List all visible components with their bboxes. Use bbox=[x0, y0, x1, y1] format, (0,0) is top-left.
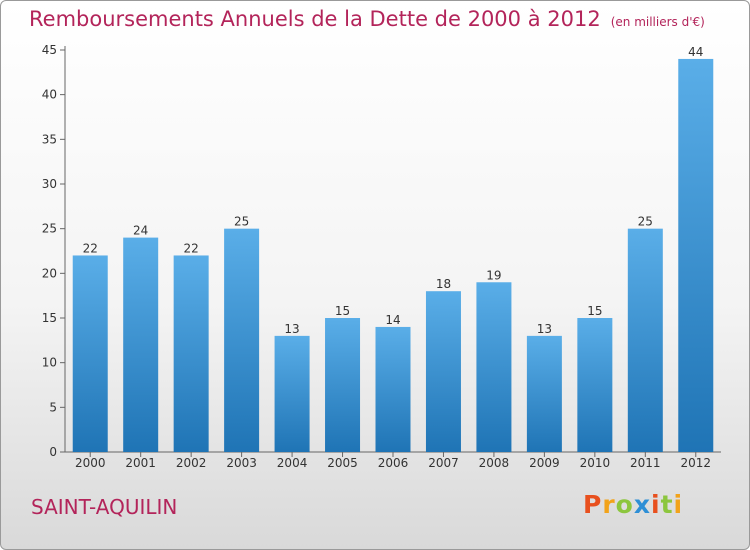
y-tick-label: 30 bbox=[42, 177, 57, 191]
logo-letter: i bbox=[673, 490, 684, 519]
logo-letter: o bbox=[615, 490, 634, 519]
bar-2001[interactable] bbox=[123, 237, 159, 452]
x-tick-label: 2009 bbox=[529, 456, 560, 470]
bar-value-label: 13 bbox=[284, 322, 299, 336]
x-tick-label: 2005 bbox=[327, 456, 358, 470]
logo-letter: P bbox=[583, 490, 603, 519]
y-tick-label: 5 bbox=[49, 400, 57, 414]
bar-2000[interactable] bbox=[72, 255, 108, 452]
bar-2005[interactable] bbox=[325, 318, 361, 452]
bar-value-label: 15 bbox=[587, 304, 602, 318]
bar-2003[interactable] bbox=[224, 228, 260, 452]
y-tick-label: 45 bbox=[42, 43, 57, 57]
proxiti-logo[interactable]: Proxiti bbox=[583, 490, 683, 519]
x-tick-label: 2008 bbox=[479, 456, 510, 470]
bar-value-label: 13 bbox=[537, 322, 552, 336]
x-tick-label: 2012 bbox=[680, 456, 711, 470]
x-tick-label: 2010 bbox=[580, 456, 611, 470]
chart-title: Remboursements Annuels de la Dette de 20… bbox=[29, 7, 705, 31]
x-tick-label: 2004 bbox=[277, 456, 308, 470]
logo-letter: r bbox=[602, 490, 616, 519]
chart-title-text: Remboursements Annuels de la Dette de 20… bbox=[29, 7, 601, 31]
bar-2002[interactable] bbox=[173, 255, 209, 452]
bar-value-label: 22 bbox=[184, 241, 199, 255]
y-tick-label: 20 bbox=[42, 266, 57, 280]
logo-letter: i bbox=[651, 490, 661, 519]
bar-2011[interactable] bbox=[627, 228, 663, 452]
x-tick-label: 2007 bbox=[428, 456, 459, 470]
y-tick-label: 35 bbox=[42, 132, 57, 146]
bar-value-label: 22 bbox=[83, 241, 98, 255]
bar-value-label: 25 bbox=[638, 215, 653, 229]
x-tick-label: 2002 bbox=[176, 456, 207, 470]
bar-2006[interactable] bbox=[375, 326, 411, 452]
logo-letter: t bbox=[660, 490, 674, 519]
bar-value-label: 14 bbox=[385, 313, 400, 327]
bar-value-label: 24 bbox=[133, 224, 148, 238]
commune-name: SAINT-AQUILIN bbox=[31, 495, 178, 519]
x-tick-label: 2003 bbox=[226, 456, 257, 470]
bar-2008[interactable] bbox=[476, 282, 512, 452]
bar-2004[interactable] bbox=[274, 335, 310, 452]
chart-bars bbox=[72, 58, 714, 452]
bar-value-label: 19 bbox=[486, 268, 501, 282]
bar-2007[interactable] bbox=[425, 291, 461, 452]
bar-value-label: 25 bbox=[234, 215, 249, 229]
y-tick-label: 0 bbox=[49, 445, 57, 459]
x-tick-label: 2011 bbox=[630, 456, 661, 470]
bar-value-label: 18 bbox=[436, 277, 451, 291]
y-tick-label: 25 bbox=[42, 222, 57, 236]
bar-2012[interactable] bbox=[678, 58, 714, 452]
y-tick-label: 15 bbox=[42, 311, 57, 325]
logo-letter: x bbox=[633, 490, 651, 519]
x-tick-label: 2001 bbox=[125, 456, 156, 470]
bar-value-label: 15 bbox=[335, 304, 350, 318]
bar-2010[interactable] bbox=[577, 318, 613, 452]
x-tick-label: 2006 bbox=[378, 456, 409, 470]
y-tick-label: 10 bbox=[42, 356, 57, 370]
bar-2009[interactable] bbox=[526, 335, 562, 452]
x-tick-label: 2000 bbox=[75, 456, 106, 470]
bar-value-label: 44 bbox=[688, 45, 703, 59]
chart-subtitle: (en milliers d'€) bbox=[610, 15, 705, 29]
y-tick-label: 40 bbox=[42, 88, 57, 102]
chart-axes: 0 5 10 15 20 25 30 35 40 45 bbox=[42, 43, 721, 459]
chart-labels: 22 2000 24 2001 22 2002 25 2003 13 2004 15 2005 14 20… bbox=[75, 45, 711, 470]
